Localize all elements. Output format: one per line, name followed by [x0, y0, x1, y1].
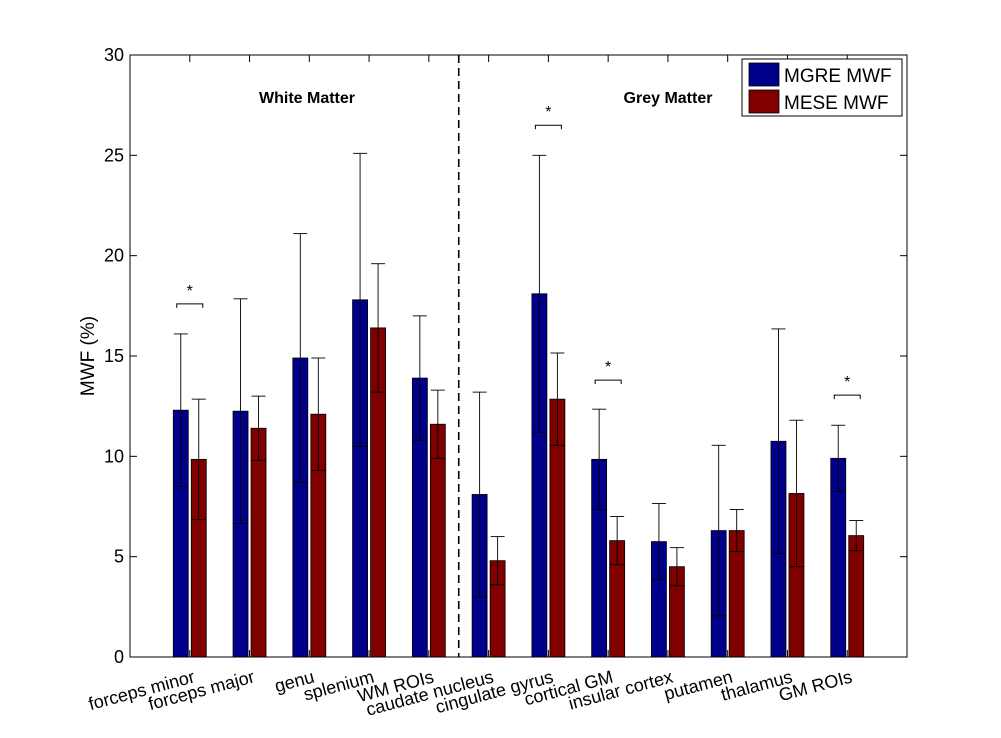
annotation-white-matter: White Matter: [259, 90, 355, 107]
y-tick-label-5: 25: [104, 145, 124, 165]
significance-marker-6: *: [545, 104, 551, 121]
y-tick-label-1: 5: [114, 547, 124, 567]
significance-layer: * * * *: [176, 104, 861, 400]
error-bars-layer: [173, 152, 864, 617]
legend-label-mgre: MGRE MWF: [784, 66, 892, 87]
bar-mese-4: [429, 423, 446, 658]
legend-swatch-mgre: [748, 62, 780, 87]
bar-mese-11: [848, 535, 865, 658]
y-tick-label-6: 30: [104, 45, 124, 65]
legend: MGRE MWF MESE MWF: [741, 58, 903, 117]
y-axis-ticks: 0 5 10 15 20 25 30: [104, 45, 907, 667]
y-tick-label-4: 20: [104, 246, 124, 266]
bar-mese-1: [250, 427, 267, 658]
y-tick-label-2: 10: [104, 446, 124, 466]
annotation-grey-matter: Grey Matter: [624, 90, 713, 107]
legend-label-mese: MESE MWF: [784, 93, 889, 114]
significance-bracket-6: [534, 124, 562, 130]
y-tick-label-3: 15: [104, 346, 124, 366]
significance-bracket-7: [594, 379, 622, 385]
significance-bracket-0: [176, 303, 204, 308]
legend-swatch-mese: [748, 89, 780, 114]
significance-marker-11: *: [844, 374, 850, 391]
bars-layer: [172, 293, 865, 658]
significance-marker-7: *: [605, 359, 611, 376]
y-axis-label: MWF (%): [78, 316, 99, 396]
significance-marker-0: *: [187, 283, 193, 300]
significance-bracket-11: [833, 394, 861, 400]
y-tick-label-0: 0: [114, 647, 124, 667]
